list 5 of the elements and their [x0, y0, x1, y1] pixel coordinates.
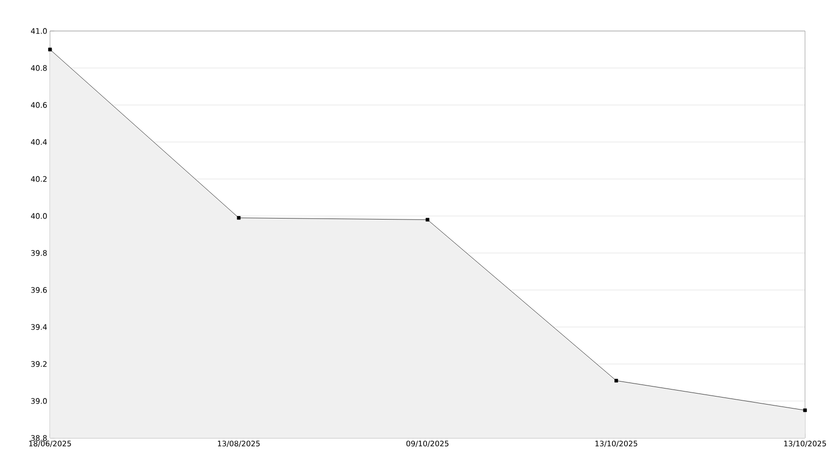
point	[236, 216, 241, 220]
point	[803, 408, 807, 412]
point	[426, 218, 430, 222]
point	[614, 378, 618, 382]
point	[48, 48, 52, 52]
